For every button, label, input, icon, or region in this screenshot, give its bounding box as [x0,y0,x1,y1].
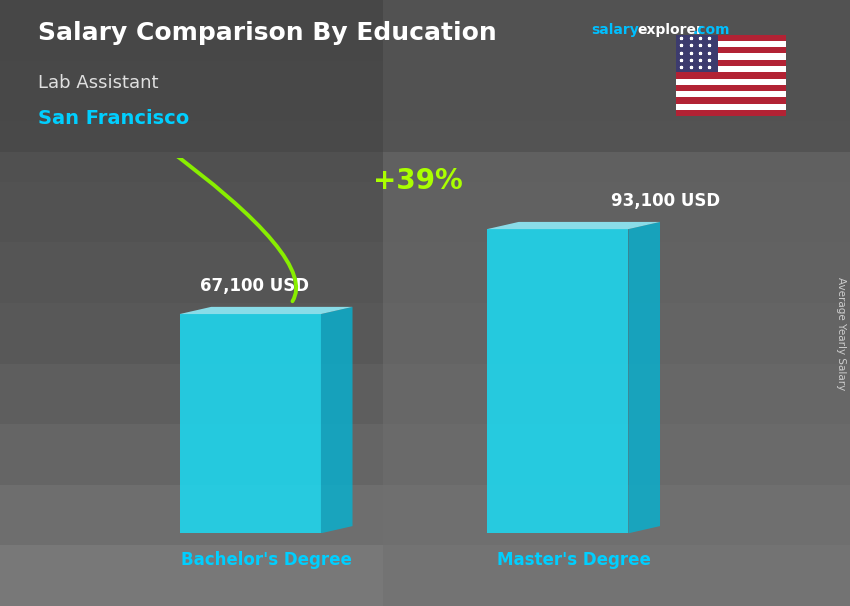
Text: +39%: +39% [373,167,462,195]
Text: salary: salary [591,23,638,37]
Polygon shape [179,314,321,533]
Bar [676,85,786,91]
Bar [676,60,786,66]
Bar [0,0,850,152]
Bar [0,485,850,545]
Bar [676,79,786,85]
Bar [676,35,717,72]
Bar [676,41,786,47]
Text: San Francisco: San Francisco [38,109,190,128]
Polygon shape [487,222,660,229]
Bar [676,47,786,53]
Bar [0,364,850,424]
Bar [0,424,850,485]
Bar [676,35,786,41]
Text: 93,100 USD: 93,100 USD [611,193,721,210]
Polygon shape [628,222,660,533]
Text: Bachelor's Degree: Bachelor's Degree [181,551,352,569]
Bar [676,53,786,60]
Bar [676,72,786,79]
Bar [0,61,850,121]
Bar [676,91,786,98]
Bar [0,0,850,61]
FancyArrowPatch shape [0,0,296,301]
Bar [0,545,850,606]
Text: Lab Assistant: Lab Assistant [38,74,159,92]
Polygon shape [179,307,353,314]
Bar [0,182,850,242]
Polygon shape [487,229,628,533]
Polygon shape [321,307,353,533]
Bar [0,121,850,182]
Bar [676,66,786,72]
Bar [0,303,850,364]
Bar [676,98,786,104]
Text: Master's Degree: Master's Degree [496,551,650,569]
Text: explorer: explorer [638,23,703,37]
Bar [382,0,850,606]
Text: Salary Comparison By Education: Salary Comparison By Education [38,21,497,45]
Bar [0,242,850,303]
Bar [676,104,786,110]
Text: 67,100 USD: 67,100 USD [200,278,309,296]
Text: Average Yearly Salary: Average Yearly Salary [836,277,846,390]
Text: .com: .com [693,23,730,37]
Bar [676,110,786,116]
